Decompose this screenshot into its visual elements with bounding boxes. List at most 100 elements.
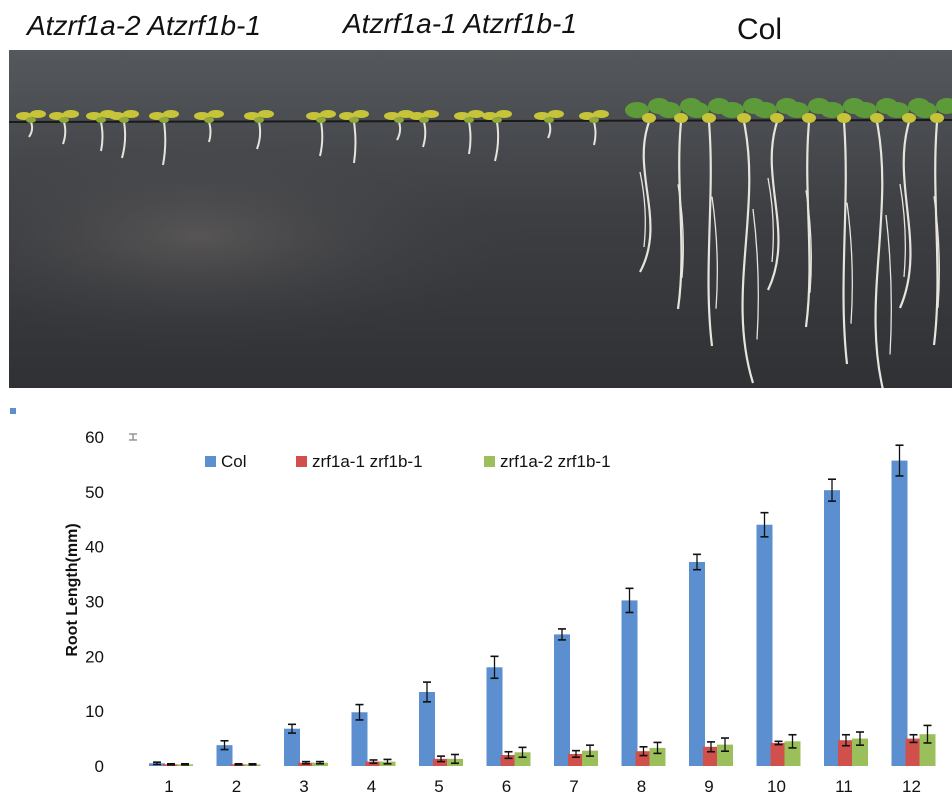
x-tick-label: 11 [835, 777, 853, 796]
bar [486, 667, 503, 766]
x-tick-label: 7 [569, 777, 578, 796]
seedling-leaf [464, 117, 474, 123]
seedling-leaf [936, 98, 952, 114]
bar [216, 745, 233, 766]
seedling-root [932, 121, 939, 346]
seedling-leaf [902, 113, 916, 123]
y-tick-label: 60 [85, 428, 104, 447]
seedling-root [639, 121, 652, 273]
bar [351, 712, 368, 766]
seedling-root [741, 121, 755, 384]
seedling-root [805, 190, 812, 293]
seedling-leaf [802, 113, 816, 123]
x-tick-label: 9 [704, 777, 713, 796]
seedling-leaf [320, 110, 336, 118]
seedling-root [677, 184, 684, 278]
x-tick-label: 12 [902, 777, 921, 796]
x-tick-label: 3 [299, 777, 308, 796]
y-tick-label: 20 [85, 647, 104, 666]
seedling-root [885, 214, 892, 355]
seedling-leaf [548, 110, 564, 118]
y-tick-label: 40 [85, 538, 104, 557]
bar [554, 634, 570, 766]
bar [838, 740, 854, 766]
seedling-leaf [930, 113, 944, 123]
seedling-leaf [163, 110, 179, 118]
seedling-root [711, 196, 718, 309]
bar [500, 755, 517, 766]
seedling-root [676, 121, 683, 310]
seedling-leaf [657, 102, 681, 118]
seedling-leaf [63, 110, 79, 118]
seedling-leaf [258, 110, 274, 118]
legend-marker-small [10, 408, 16, 414]
seedling-leaf [885, 102, 909, 118]
seedling-leaf [123, 110, 139, 118]
bar [433, 758, 449, 766]
seedling-leaf [96, 117, 106, 123]
seedling-leaf [685, 102, 709, 118]
photo-glare [9, 50, 952, 388]
seedling-leaf [394, 117, 404, 123]
seedling-leaf [119, 117, 129, 123]
seedling-root [639, 171, 646, 248]
seedling-leaf [208, 110, 224, 118]
seedling-root [62, 121, 67, 145]
y-axis-label: Root Length(mm) [64, 523, 81, 656]
bar [582, 750, 598, 766]
x-tick-label: 1 [164, 777, 173, 796]
seedling-root [933, 196, 940, 308]
bar [621, 600, 638, 766]
seedling-leaf [837, 113, 851, 123]
seedling-leaf [159, 117, 169, 123]
seedling-leaf [853, 102, 877, 118]
seedling-leaf [753, 102, 777, 118]
y-tick-label: 30 [85, 593, 104, 612]
seedling-leaf [30, 110, 46, 118]
x-tick-label: 4 [367, 777, 376, 796]
legend-label: Col [221, 452, 247, 471]
seedling-leaf [913, 102, 937, 118]
seedling-leaf [544, 117, 554, 123]
seedling-root [121, 121, 127, 159]
seedling-root [874, 121, 884, 388]
x-tick-label: 6 [502, 777, 511, 796]
seedling-root [162, 121, 167, 166]
seedling-leaf [720, 102, 744, 118]
seedling-root [208, 121, 212, 143]
seedling-root [898, 121, 912, 309]
seedling-leaf [820, 102, 844, 118]
seedling-leaf [496, 110, 512, 118]
seedling-leaf [254, 117, 264, 123]
bar [919, 734, 936, 766]
seedling-root [422, 121, 427, 148]
seedling-root [767, 121, 780, 291]
legend-label: zrf1a-1 zrf1b-1 [312, 452, 423, 471]
bar [756, 524, 773, 766]
bar [689, 562, 705, 766]
y-tick-label: 10 [85, 702, 104, 721]
seedling-leaf [204, 117, 214, 123]
seedling-root [707, 121, 714, 347]
group-label-3: Col [737, 13, 783, 46]
seedling-leaf [702, 113, 716, 123]
legend-swatch [484, 456, 495, 467]
seedling-root [593, 121, 597, 146]
seedling-leaf [423, 110, 439, 118]
legend-swatch [296, 456, 307, 467]
x-tick-label: 5 [434, 777, 443, 796]
seedlings [16, 98, 952, 388]
seedling-root [752, 208, 759, 340]
group-label-1: Atzrf1a-2 Atzrf1b-1 [27, 10, 261, 41]
x-tick-label: 2 [232, 777, 241, 796]
seedling-root [767, 177, 774, 263]
seedling-root [353, 121, 357, 164]
seedling-root [846, 202, 853, 324]
seedling-root [494, 121, 500, 162]
bar [419, 691, 435, 766]
seedling-leaf [770, 113, 784, 123]
seedling-leaf [492, 117, 502, 123]
seedling-leaf [674, 113, 688, 123]
x-tick-label: 10 [767, 777, 786, 796]
